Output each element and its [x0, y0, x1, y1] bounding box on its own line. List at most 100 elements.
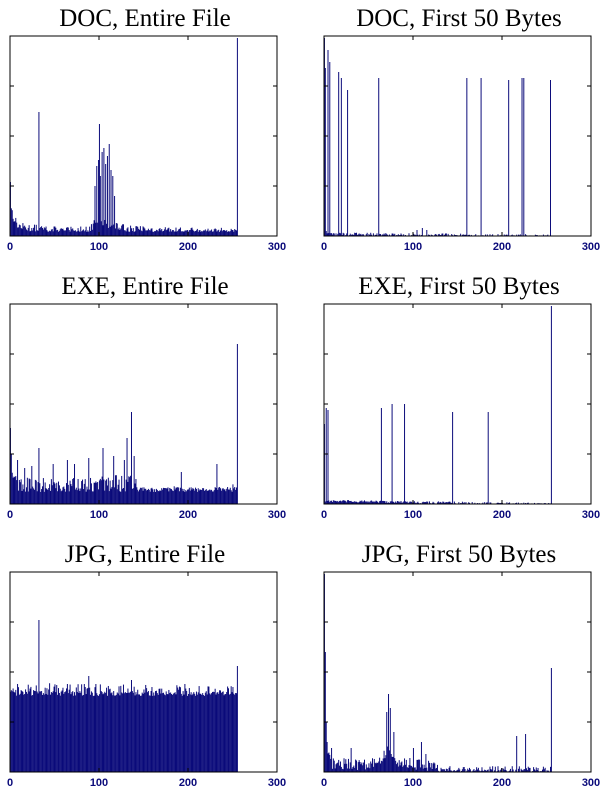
histogram-plot: 0 100 200 300	[321, 571, 600, 789]
x-tick-label: 200	[179, 509, 197, 521]
histogram-bar	[137, 226, 139, 236]
histogram-bar	[388, 502, 390, 504]
histogram-bar	[205, 231, 207, 236]
histogram-bar	[232, 687, 234, 772]
histogram-bar	[119, 491, 121, 504]
histogram-bar	[75, 687, 77, 772]
histogram-bar	[31, 466, 33, 504]
histogram-bar	[212, 231, 214, 236]
histogram-bar	[517, 502, 519, 504]
histogram-bar	[66, 684, 68, 772]
histogram-bar	[168, 689, 170, 772]
histogram-bar	[143, 689, 145, 772]
histogram-bar	[162, 231, 164, 236]
histogram-bar	[432, 501, 434, 504]
histogram-bar	[521, 769, 523, 772]
histogram-bar	[354, 232, 356, 236]
histogram-bar	[333, 760, 335, 772]
histogram-bar	[179, 487, 181, 504]
histogram-bar	[203, 230, 205, 236]
histogram-bar	[230, 490, 232, 504]
histogram-bar	[378, 502, 380, 504]
histogram-bar	[16, 222, 18, 236]
histogram-bar	[339, 500, 341, 504]
histogram-bar	[104, 691, 106, 772]
histogram-bar	[57, 229, 59, 236]
histogram-bar	[201, 230, 203, 236]
histogram-bar	[183, 489, 185, 504]
histogram-bar	[44, 482, 46, 504]
histogram-bar	[206, 490, 208, 504]
histogram-bar	[203, 695, 205, 772]
histogram-bar	[340, 501, 342, 504]
histogram-bar	[433, 762, 435, 772]
histogram-bar	[82, 479, 84, 504]
histogram-bar	[497, 766, 499, 772]
histogram-bar	[34, 691, 36, 772]
histogram-bar	[398, 501, 400, 504]
histogram-bar	[163, 694, 165, 772]
histogram-bar	[159, 228, 161, 236]
histogram-bar	[20, 690, 22, 772]
histogram-bar	[476, 767, 478, 772]
histogram-bar	[122, 684, 124, 772]
histogram-bar	[341, 234, 343, 236]
histogram-bar	[179, 686, 181, 772]
histogram-bar	[485, 234, 487, 236]
histogram-bar	[190, 487, 192, 504]
histogram-bar	[199, 230, 201, 236]
histogram-bar	[222, 691, 224, 772]
histogram-bar	[190, 228, 192, 236]
histogram-bar	[400, 233, 402, 236]
histogram-bar	[497, 234, 499, 236]
histogram-bar	[131, 488, 133, 504]
histogram-bars	[9, 620, 238, 772]
histogram-bar	[42, 229, 44, 236]
histogram-bar	[226, 230, 228, 236]
histogram-bar	[330, 233, 332, 236]
histogram-bar	[394, 502, 396, 504]
histogram-bar	[124, 230, 126, 236]
histogram-bar	[343, 233, 345, 236]
histogram-bar	[195, 691, 197, 772]
histogram-bar	[60, 691, 62, 772]
histogram-bar	[403, 234, 405, 236]
histogram-bar	[24, 693, 26, 772]
histogram-bar	[16, 480, 18, 504]
histogram-bar	[197, 488, 199, 504]
histogram-bar	[95, 481, 97, 504]
histogram-bar	[230, 228, 232, 236]
histogram-bar	[418, 759, 420, 772]
histogram-bar	[212, 491, 214, 504]
histogram-bar	[38, 448, 40, 504]
histogram-bar	[54, 483, 56, 504]
histogram-bar	[43, 491, 45, 504]
histogram-bar	[14, 477, 16, 504]
histogram-bar	[47, 694, 49, 772]
histogram-bar	[95, 684, 97, 772]
histogram-bar	[216, 692, 218, 772]
histogram-bar	[135, 479, 137, 504]
histogram-bar	[236, 487, 237, 504]
histogram-bar	[80, 488, 82, 504]
histogram-bar	[163, 229, 165, 236]
histogram-bar	[465, 234, 467, 236]
histogram-bar	[535, 767, 537, 772]
histogram-bar	[359, 762, 361, 772]
histogram-bar	[119, 229, 121, 236]
histogram-bar	[152, 695, 154, 772]
histogram-bar	[338, 759, 340, 772]
histogram-bar	[33, 690, 35, 772]
histogram-bar	[81, 684, 83, 772]
histogram-bar	[80, 692, 82, 772]
histogram-bar	[339, 761, 341, 772]
histogram-bars	[323, 574, 552, 772]
histogram-bar	[548, 770, 550, 772]
histogram-bar	[336, 501, 338, 504]
histogram-bar	[221, 488, 223, 504]
histogram-bar	[160, 230, 162, 236]
histogram-bar	[388, 502, 390, 504]
histogram-bar	[85, 491, 87, 504]
histogram-bar	[325, 722, 327, 772]
histogram-bar	[151, 228, 153, 236]
